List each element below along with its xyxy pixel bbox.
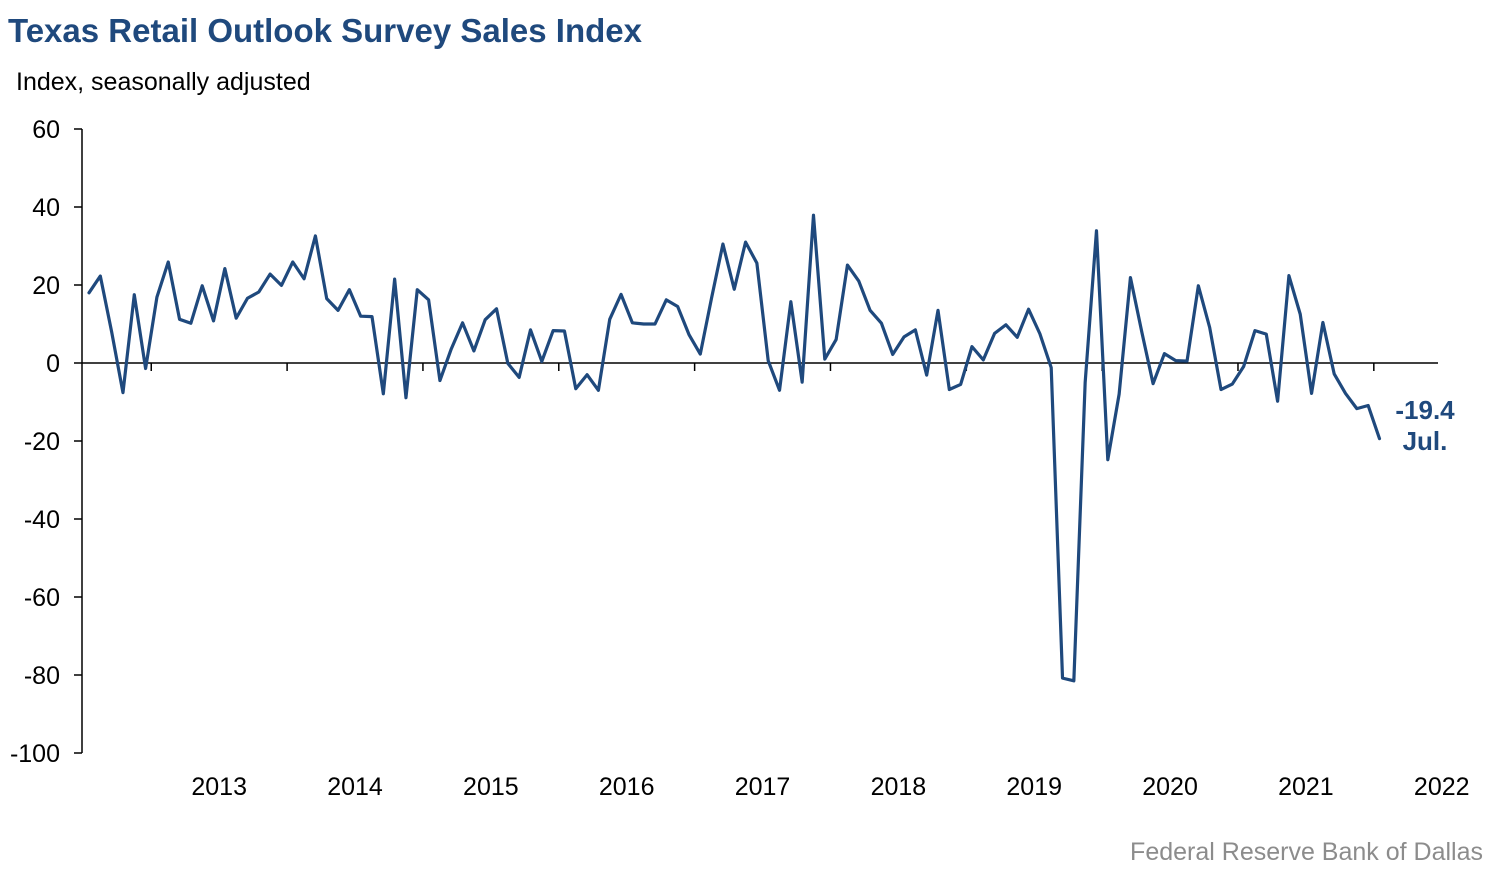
x-tick-label: 2016	[599, 773, 655, 801]
y-tick-label: 20	[32, 272, 60, 300]
series-line	[87, 213, 1382, 683]
y-tick-label: 0	[46, 350, 60, 378]
x-tick-label: 2014	[327, 773, 383, 801]
x-tick-label: 2017	[735, 773, 791, 801]
x-tick-label: 2022	[1414, 773, 1470, 801]
x-tick-label: 2019	[1006, 773, 1062, 801]
end-period-label: Jul.	[1403, 426, 1448, 456]
source-credit: Federal Reserve Bank of Dallas	[1130, 838, 1483, 866]
annotation-layer: -19.4 Jul.	[1395, 395, 1455, 456]
x-tick-label: 2015	[463, 773, 519, 801]
x-tick-label: 2013	[191, 773, 247, 801]
y-axis: 60 40 20 0 -20 -40 -60 -80 -100	[10, 116, 83, 768]
y-tick-label: -80	[24, 662, 60, 690]
x-tick-label: 2018	[871, 773, 927, 801]
y-tick-label: -40	[24, 506, 60, 534]
x-tick-label: 2021	[1278, 773, 1334, 801]
y-tick-label: -20	[24, 428, 60, 456]
series-layer	[87, 213, 1382, 683]
chart-title: Texas Retail Outlook Survey Sales Index	[8, 12, 642, 49]
y-tick-label: -60	[24, 584, 60, 612]
y-tick-label: -100	[10, 740, 60, 768]
chart-subtitle: Index, seasonally adjusted	[16, 68, 311, 96]
end-value-label: -19.4	[1395, 395, 1455, 425]
x-tick-label: 2020	[1142, 773, 1198, 801]
y-tick-label: 60	[32, 116, 60, 144]
y-tick-label: 40	[32, 194, 60, 222]
x-axis: 2013 2014 2015 2016 2017 2018 2019 2020 2021 2022	[82, 362, 1470, 801]
